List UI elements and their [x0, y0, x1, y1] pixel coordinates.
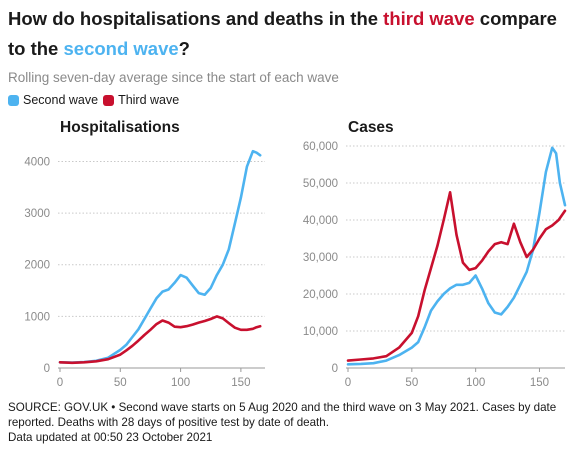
x-tick-label-cases: 0 [345, 377, 351, 389]
y-tick-label-hosp: 2000 [24, 260, 50, 272]
x-tick-label-cases: 100 [466, 377, 485, 389]
y-tick-label-hosp: 4000 [24, 156, 50, 168]
legend: Second wave Third wave [8, 93, 184, 107]
title-highlight-second-wave: second wave [63, 38, 179, 59]
x-tick-label-hosp: 50 [114, 377, 127, 389]
y-tick-label-cases: 50,000 [303, 178, 338, 190]
y-tick-label-cases: 10,000 [303, 326, 338, 338]
y-tick-label-hosp: 3000 [24, 208, 50, 220]
x-tick-label-hosp: 150 [231, 377, 250, 389]
x-tick-label-cases: 150 [530, 377, 549, 389]
legend-item-third-wave: Third wave [103, 93, 179, 107]
title-prefix: How do hospitalisations and deaths in th… [8, 8, 384, 29]
footer: SOURCE: GOV.UK • Second wave starts on 5… [8, 400, 578, 445]
chart-subtitle: Rolling seven-day average since the star… [8, 70, 339, 85]
legend-swatch-third-wave [103, 94, 115, 106]
legend-label-third-wave: Third wave [118, 93, 180, 107]
series-line-cases-second-wave [346, 146, 567, 366]
y-tick-label-cases: 40,000 [303, 215, 338, 227]
panel-title-hospitalisations: Hospitalisations [60, 119, 180, 136]
x-tick-label-hosp: 100 [171, 377, 190, 389]
series-line-cases-third-wave [346, 191, 567, 362]
title-suffix: ? [178, 38, 190, 59]
chart-cases: 0 10,000 20,000 30,000 40,000 50,000 60,000 0 50… [303, 141, 567, 389]
chart-hosp: 0 1000 2000 3000 4000 0 50 100 150 [24, 149, 265, 389]
x-tick-label-hosp: 0 [57, 377, 63, 389]
series-line-hosp-third-wave [58, 315, 262, 365]
y-tick-label-hosp: 1000 [24, 311, 50, 323]
legend-swatch-second-wave [8, 94, 19, 106]
footer-updated: Data updated at 00:50 23 October 2021 [8, 431, 213, 444]
x-tick-label-cases: 50 [405, 377, 418, 389]
y-tick-label-cases: 30,000 [303, 252, 338, 264]
legend-item-second-wave: Second wave [8, 93, 98, 107]
panel-title-cases: Cases [348, 119, 394, 136]
title-highlight-third-wave: third wave [383, 8, 475, 29]
legend-label-second-wave: Second wave [23, 93, 99, 107]
title-middle: compare to the [8, 8, 557, 59]
series-line-hosp-second-wave [58, 149, 262, 364]
chart-title: How do hospitalisations and deaths in th… [8, 4, 574, 64]
y-tick-label-cases: 20,000 [303, 289, 338, 301]
y-tick-label-hosp: 0 [44, 363, 50, 375]
y-tick-label-cases: 0 [332, 363, 338, 375]
footer-source: SOURCE: GOV.UK • Second wave starts on 5… [8, 401, 557, 429]
y-tick-label-cases: 60,000 [303, 141, 338, 153]
